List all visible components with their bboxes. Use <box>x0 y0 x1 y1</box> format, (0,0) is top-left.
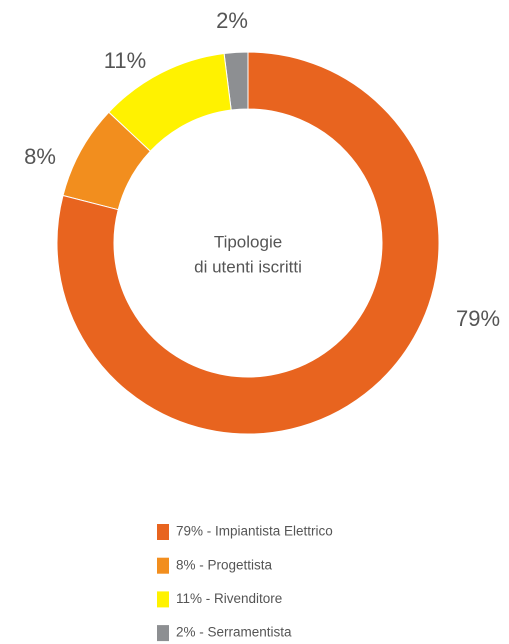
legend-label: 2% - Serramentista <box>176 625 292 640</box>
legend-swatch <box>157 591 169 608</box>
slice <box>56 51 440 435</box>
legend-label: 8% - Progettista <box>176 557 273 572</box>
legend-swatch <box>157 524 169 540</box>
slice <box>108 52 232 152</box>
legend-swatch <box>157 625 169 642</box>
center-label: di utenti iscritti <box>194 257 302 276</box>
legend-swatch <box>157 557 169 574</box>
value-label: 8% <box>24 144 56 169</box>
value-label: 79% <box>456 306 500 331</box>
slice <box>62 111 152 211</box>
legend-label: 11% - Rivenditore <box>176 591 282 606</box>
legend-label: 79% - Impiantista Elettrico <box>176 524 333 539</box>
center-label: Tipologie <box>214 232 282 251</box>
value-label: 11% <box>104 48 146 73</box>
value-label: 2% <box>216 8 248 33</box>
